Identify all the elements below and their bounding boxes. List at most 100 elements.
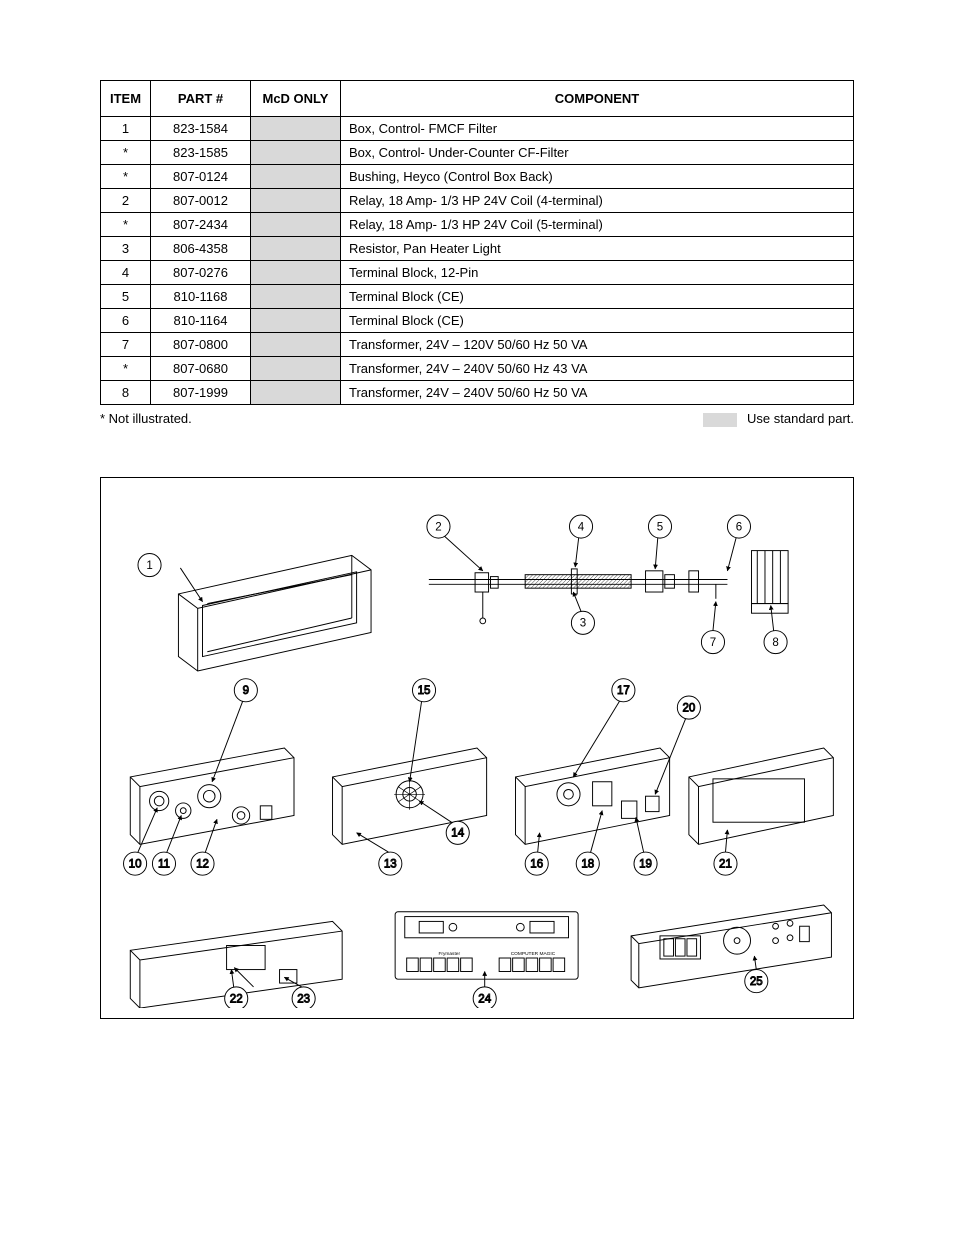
cell-mcd (251, 285, 341, 309)
cell-item: * (101, 165, 151, 189)
cell-mcd (251, 117, 341, 141)
cell-item: 4 (101, 261, 151, 285)
cell-component: Terminal Block, 12-Pin (341, 261, 854, 285)
cell-component: Box, Control- Under-Counter CF-Filter (341, 141, 854, 165)
cell-part: 807-0680 (151, 357, 251, 381)
table-row: *807-0680 Transformer, 24V – 240V 50/60 H… (101, 357, 854, 381)
exploded-diagram: 1 (100, 477, 854, 1019)
cell-mcd (251, 357, 341, 381)
table-notes: * Not illustrated. Use standard part. (100, 411, 854, 427)
cell-component: Box, Control- FMCF Filter (341, 117, 854, 141)
cell-part: 807-1999 (151, 381, 251, 405)
svg-text:7: 7 (710, 637, 716, 649)
svg-text:9: 9 (243, 685, 249, 697)
cell-part: 807-0012 (151, 189, 251, 213)
header-component: COMPONENT (341, 81, 854, 117)
svg-text:Frymaster: Frymaster (438, 951, 460, 957)
table-row: 2807-0012 Relay, 18 Amp- 1/3 HP 24V Coil … (101, 189, 854, 213)
svg-text:25: 25 (750, 976, 763, 988)
table-row: *807-2434 Relay, 18 Amp- 1/3 HP 24V Coil … (101, 213, 854, 237)
cell-mcd (251, 309, 341, 333)
svg-text:18: 18 (581, 858, 594, 870)
svg-text:2: 2 (435, 521, 441, 533)
svg-text:12: 12 (196, 858, 209, 870)
cell-item: 3 (101, 237, 151, 261)
cell-mcd (251, 261, 341, 285)
cell-mcd (251, 381, 341, 405)
svg-text:16: 16 (530, 858, 543, 870)
cell-part: 823-1584 (151, 117, 251, 141)
svg-text:21: 21 (719, 858, 732, 870)
header-item: ITEM (101, 81, 151, 117)
svg-text:22: 22 (230, 993, 243, 1005)
table-row: 1823-1584 Box, Control- FMCF Filter (101, 117, 854, 141)
shaded-swatch (703, 413, 737, 427)
cell-part: 810-1164 (151, 309, 251, 333)
svg-text:11: 11 (158, 858, 170, 870)
cell-item: 2 (101, 189, 151, 213)
row2-plates: 9 10 11 12 13 14 15 (124, 678, 834, 874)
svg-text:23: 23 (297, 993, 310, 1005)
svg-text:3: 3 (580, 617, 586, 629)
table-row: *823-1585 Box, Control- Under-Counter CF-… (101, 141, 854, 165)
note-not-illustrated: * Not illustrated. (100, 411, 192, 427)
svg-text:20: 20 (682, 702, 695, 714)
control-box-drawing (178, 555, 371, 671)
cell-item: 6 (101, 309, 151, 333)
svg-text:13: 13 (384, 858, 397, 870)
cell-part: 807-2434 (151, 213, 251, 237)
svg-text:4: 4 (578, 521, 585, 533)
cell-item: * (101, 213, 151, 237)
svg-text:19: 19 (639, 858, 652, 870)
cell-mcd (251, 141, 341, 165)
cell-mcd (251, 165, 341, 189)
svg-text:8: 8 (772, 637, 778, 649)
table-row: *807-0124 Bushing, Heyco (Control Box Bac… (101, 165, 854, 189)
table-row: 5810-1168 Terminal Block (CE) (101, 285, 854, 309)
svg-text:17: 17 (617, 685, 630, 697)
table-row: 3806-4358 Resistor, Pan Heater Light (101, 237, 854, 261)
header-mcd: McD ONLY (251, 81, 341, 117)
svg-text:COMPUTER MAGIC: COMPUTER MAGIC (511, 951, 556, 957)
cell-component: Relay, 18 Amp- 1/3 HP 24V Coil (4-termin… (341, 189, 854, 213)
cell-component: Transformer, 24V – 240V 50/60 Hz 43 VA (341, 357, 854, 381)
cell-component: Transformer, 24V – 120V 50/60 Hz 50 VA (341, 333, 854, 357)
cell-component: Terminal Block (CE) (341, 309, 854, 333)
cell-item: * (101, 357, 151, 381)
cell-part: 810-1168 (151, 285, 251, 309)
note-use-standard: Use standard part. (703, 411, 854, 427)
parts-table: ITEM PART # McD ONLY COMPONENT 1823-1584… (100, 80, 854, 405)
cell-item: 7 (101, 333, 151, 357)
cell-mcd (251, 189, 341, 213)
svg-text:10: 10 (129, 858, 142, 870)
table-row: 7807-0800 Transformer, 24V – 120V 50/60 H… (101, 333, 854, 357)
cell-item: 5 (101, 285, 151, 309)
svg-text:24: 24 (478, 993, 491, 1005)
header-part: PART # (151, 81, 251, 117)
svg-text:15: 15 (418, 685, 431, 697)
svg-text:6: 6 (736, 521, 742, 533)
cell-component: Resistor, Pan Heater Light (341, 237, 854, 261)
table-row: 8807-1999 Transformer, 24V – 240V 50/60 H… (101, 381, 854, 405)
table-row: 6810-1164 Terminal Block (CE) (101, 309, 854, 333)
cell-component: Terminal Block (CE) (341, 285, 854, 309)
svg-text:5: 5 (657, 521, 663, 533)
cell-part: 807-0800 (151, 333, 251, 357)
cell-item: 1 (101, 117, 151, 141)
cell-part: 807-0276 (151, 261, 251, 285)
cell-item: 8 (101, 381, 151, 405)
cell-part: 823-1585 (151, 141, 251, 165)
cell-part: 807-0124 (151, 165, 251, 189)
svg-text:14: 14 (451, 827, 464, 839)
cell-mcd (251, 333, 341, 357)
cell-mcd (251, 237, 341, 261)
cell-item: * (101, 141, 151, 165)
cell-mcd (251, 213, 341, 237)
cell-component: Transformer, 24V – 240V 50/60 Hz 50 VA (341, 381, 854, 405)
cable-assembly-drawing (429, 550, 788, 623)
table-row: 4807-0276 Terminal Block, 12-Pin (101, 261, 854, 285)
callout-1: 1 (146, 559, 152, 571)
cell-component: Bushing, Heyco (Control Box Back) (341, 165, 854, 189)
cell-part: 806-4358 (151, 237, 251, 261)
cell-component: Relay, 18 Amp- 1/3 HP 24V Coil (5-termin… (341, 213, 854, 237)
